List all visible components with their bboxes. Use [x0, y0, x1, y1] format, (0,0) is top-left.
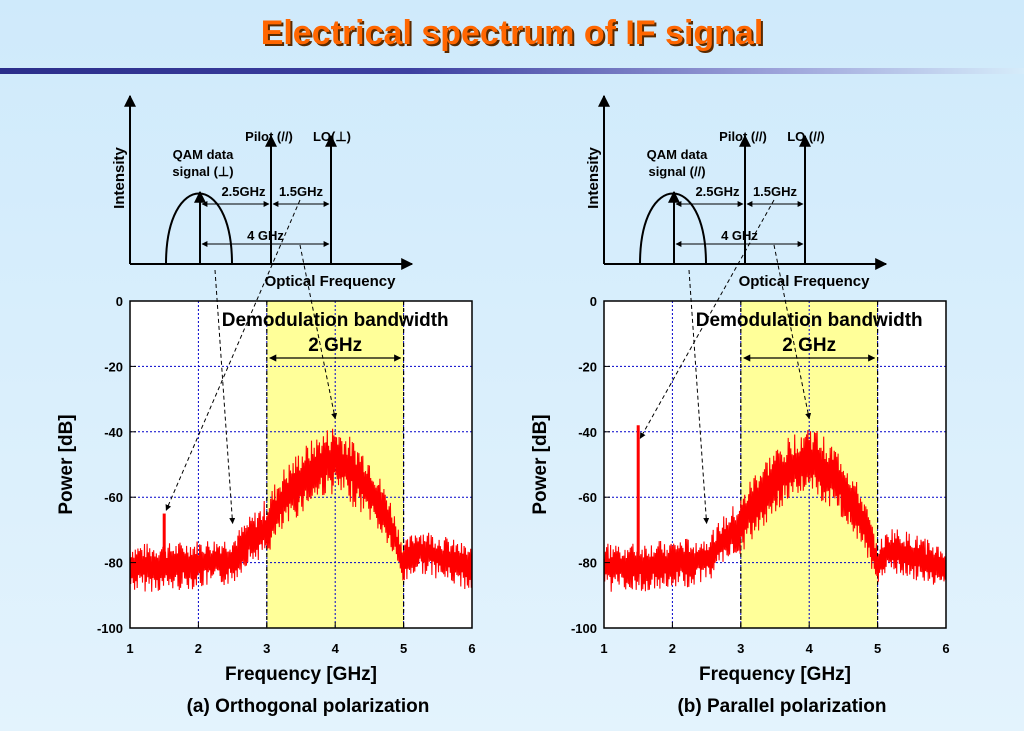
map-arrow-lo	[773, 244, 812, 420]
span-label-1: 2.5GHz	[221, 184, 266, 199]
pilot-label: Pilot (//)	[245, 129, 293, 144]
spectrum-trace	[129, 428, 473, 592]
title-divider	[0, 68, 1024, 74]
annotation-bandwidth-title: Demodulation bandwidth	[222, 310, 449, 331]
qam-label-line2: signal (⊥)	[172, 164, 233, 179]
lo-label: LO (//)	[787, 129, 825, 144]
annotation-bandwidth-title: Demodulation bandwidth	[696, 310, 923, 331]
span-label-2: 1.5GHz	[279, 184, 324, 199]
annotation-bandwidth-value: 2 GHz	[308, 335, 362, 356]
map-arrow-lo	[299, 244, 338, 420]
map-arrow-pilot	[639, 199, 775, 439]
schematic-y-label: Intensity	[585, 147, 602, 209]
x-tick-label: 2	[195, 641, 202, 656]
map-arrow-qam	[214, 269, 236, 524]
panel-orthogonal: 1 2 3 4 5 6 0 -20 -40 -60 -80 -100 Frequency [GHz] Po…	[56, 94, 476, 685]
map-arrow-pilot	[165, 199, 301, 511]
y-tick-label: -60	[578, 490, 597, 505]
qam-label-line1: QAM data	[647, 147, 708, 162]
y-tick-label: -100	[571, 621, 597, 636]
span-label-2: 1.5GHz	[753, 184, 798, 199]
y-tick-label: 0	[116, 294, 123, 309]
y-tick-label: -40	[104, 425, 123, 440]
x-axis-label: Frequency [GHz]	[225, 664, 377, 685]
panel-parallel: 1 2 3 4 5 6 0 -20 -40 -60 -80 -100 Frequency [GHz] Po…	[530, 94, 950, 685]
spectrum-trace	[603, 430, 947, 592]
y-tick-label: -20	[104, 359, 123, 374]
x-axis-label: Frequency [GHz]	[699, 664, 851, 685]
y-tick-label: 0	[590, 294, 597, 309]
caption-orthogonal: (a) Orthogonal polarization	[186, 696, 430, 717]
qam-label-line1: QAM data	[173, 147, 234, 162]
x-tick-label: 5	[874, 641, 881, 656]
x-tick-label: 3	[263, 641, 270, 656]
plot-frame	[129, 300, 473, 629]
schematic-y-label: Intensity	[111, 147, 128, 209]
y-tick-label: -20	[578, 359, 597, 374]
pilot-label: Pilot (//)	[719, 129, 767, 144]
y-tick-label: -80	[578, 556, 597, 571]
x-tick-label: 3	[737, 641, 744, 656]
annotation-bandwidth-value: 2 GHz	[782, 335, 836, 356]
lo-label: LO(⊥)	[313, 129, 351, 144]
x-tick-label: 6	[468, 641, 475, 656]
x-tick-label: 2	[669, 641, 676, 656]
x-tick-label: 1	[126, 641, 133, 656]
caption-parallel: (b) Parallel polarization	[677, 696, 887, 717]
y-tick-label: -60	[104, 490, 123, 505]
x-tick-label: 6	[942, 641, 949, 656]
span-label-1: 2.5GHz	[695, 184, 740, 199]
x-tick-label: 1	[600, 641, 607, 656]
x-tick-label: 4	[806, 641, 814, 656]
span-label-3: 4 GHz	[247, 228, 284, 243]
y-tick-label: -100	[97, 621, 123, 636]
y-axis-label: Power [dB]	[56, 414, 77, 514]
x-tick-label: 5	[400, 641, 407, 656]
y-axis-label: Power [dB]	[530, 414, 551, 514]
y-tick-label: -40	[578, 425, 597, 440]
schematic-x-label: Optical Frequency	[265, 273, 397, 290]
span-label-3: 4 GHz	[721, 228, 758, 243]
map-arrow-qam	[688, 269, 710, 524]
x-tick-label: 4	[332, 641, 340, 656]
y-tick-label: -80	[104, 556, 123, 571]
schematic-x-label: Optical Frequency	[739, 273, 871, 290]
qam-label-line2: signal (//)	[648, 164, 705, 179]
plot-frame	[603, 300, 947, 629]
slide-title: Electrical spectrum of IF signal	[260, 14, 764, 52]
